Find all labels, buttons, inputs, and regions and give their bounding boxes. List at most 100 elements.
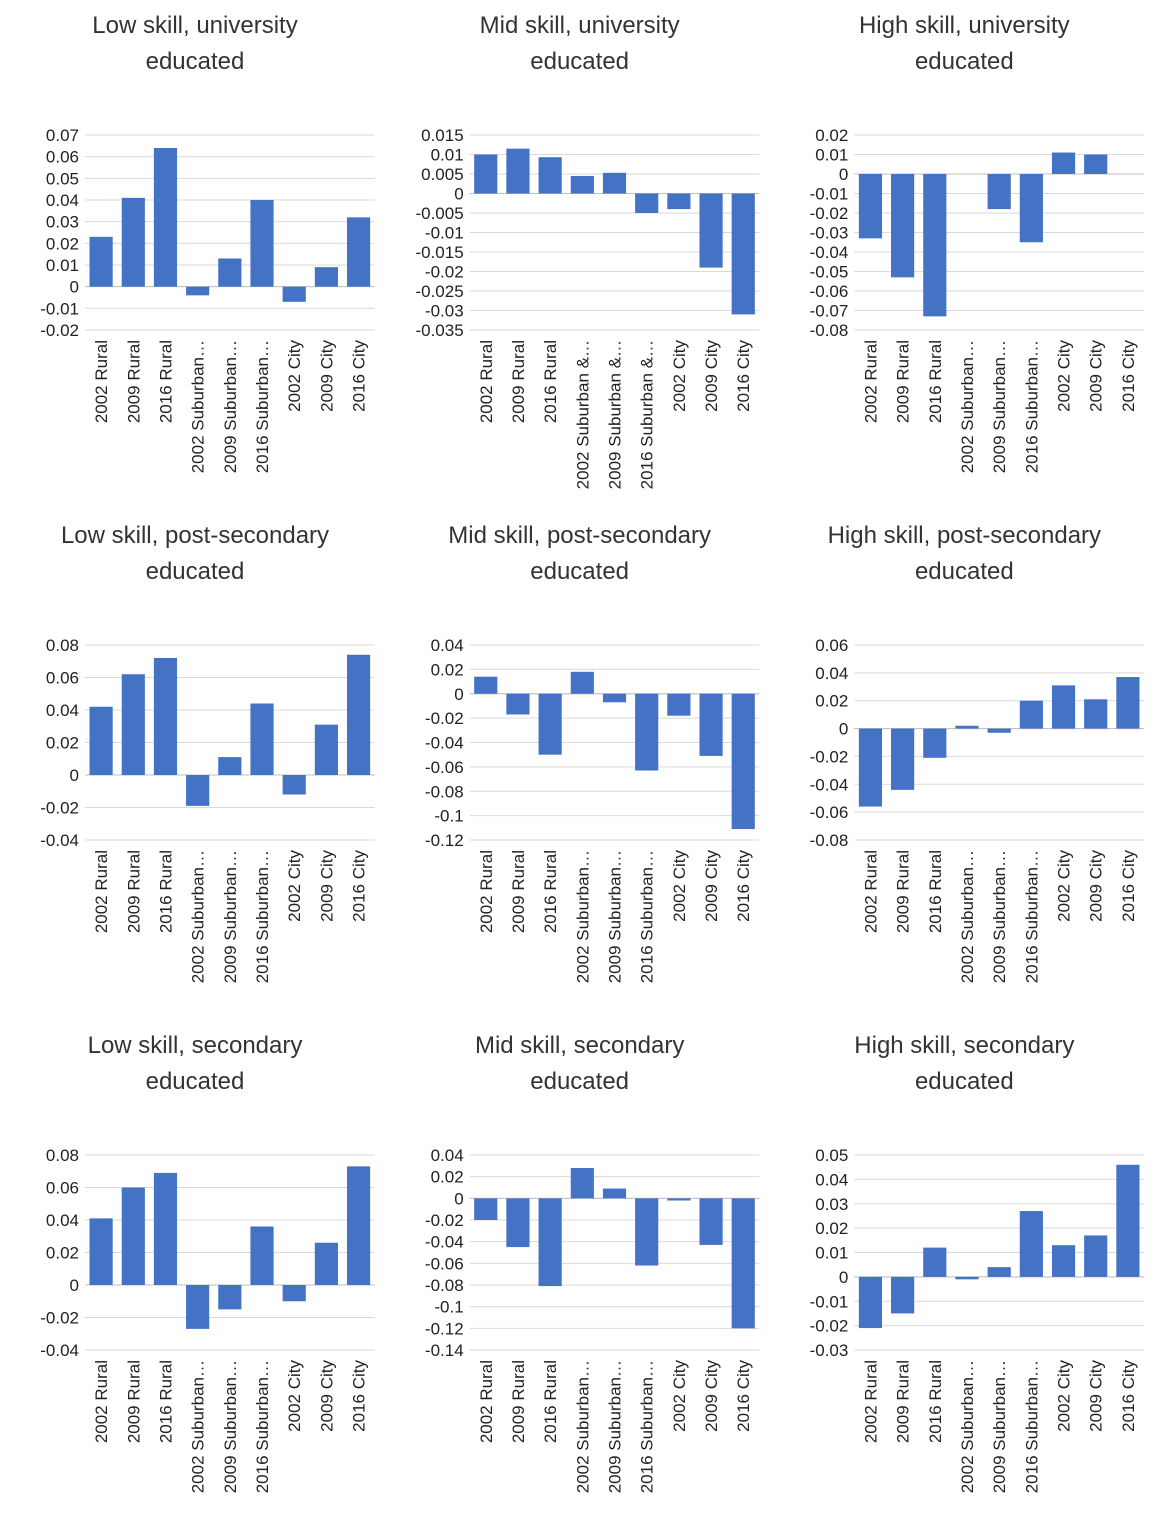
bar — [1019, 700, 1043, 729]
x-tick-label: 2002 City — [1055, 340, 1074, 412]
x-tick-label: 2009 Suburban &… — [606, 340, 625, 489]
y-tick-label: -0.03 — [425, 302, 464, 321]
bar — [987, 728, 1011, 733]
x-tick-label: 2009 City — [317, 850, 336, 922]
x-tick-label: 2016 Rural — [156, 340, 175, 423]
bar — [506, 1198, 530, 1248]
x-tick-label: 2002 Suburban… — [189, 850, 208, 983]
x-tick-label: 2002 Suburban… — [958, 340, 977, 473]
y-tick-label: -0.04 — [810, 775, 849, 794]
bar — [635, 1198, 659, 1266]
x-tick-label: 2009 City — [702, 1360, 721, 1432]
y-tick-label: 0 — [839, 720, 848, 739]
chart-title: Low skill, secondary educated — [87, 1032, 303, 1095]
bar — [474, 676, 498, 694]
x-tick-label: 2009 Suburban… — [606, 1360, 625, 1493]
y-tick-label: -0.02 — [425, 1211, 464, 1230]
x-tick-label: 2002 Rural — [92, 850, 111, 933]
y-tick-label: 0.04 — [431, 1146, 464, 1165]
bar — [250, 200, 274, 287]
bar — [89, 1218, 113, 1285]
bar — [89, 236, 113, 287]
y-tick-label: -0.08 — [810, 321, 849, 340]
x-tick-label: 2002 City — [285, 1360, 304, 1432]
y-tick-label: 0 — [839, 1268, 848, 1287]
bar — [923, 1247, 947, 1277]
y-tick-label: 0.01 — [431, 146, 464, 165]
chart-title: High skill, university educated — [858, 12, 1070, 75]
y-tick-label: -0.02 — [810, 204, 849, 223]
bar — [858, 174, 883, 239]
x-tick-label: 2002 Rural — [477, 1360, 496, 1443]
x-tick-label: 2002 Rural — [477, 850, 496, 933]
x-tick-label: 2016 Suburban… — [1022, 1360, 1041, 1493]
x-tick-label: 2016 Rural — [541, 850, 560, 933]
y-tick-label: -0.005 — [415, 204, 463, 223]
y-tick-label: -0.04 — [40, 831, 79, 850]
bar — [282, 1285, 306, 1302]
y-tick-label: 0.02 — [46, 734, 79, 753]
bar — [250, 703, 274, 775]
x-tick-label: 2016 Suburban… — [638, 1360, 657, 1493]
y-tick-label: 0.04 — [46, 1211, 79, 1230]
bar — [506, 693, 530, 715]
y-tick-label: 0.01 — [815, 1244, 848, 1263]
x-tick-label: 2009 Rural — [894, 340, 913, 423]
y-tick-label: -0.04 — [425, 1233, 464, 1252]
y-tick-label: -0.015 — [415, 243, 463, 262]
bar — [923, 174, 947, 317]
y-tick-label: 0.01 — [46, 256, 79, 275]
bar — [699, 1198, 723, 1245]
x-tick-label: 2009 Rural — [894, 850, 913, 933]
chart-title: Mid skill, secondary educated — [474, 1032, 685, 1095]
bar — [1116, 1164, 1140, 1277]
x-tick-label: 2002 Rural — [861, 340, 880, 423]
x-tick-label: 2009 Rural — [124, 340, 143, 423]
chart-title: Low skill, university educated — [92, 12, 298, 75]
bar — [474, 1198, 498, 1220]
x-tick-label: 2016 Suburban… — [1022, 850, 1041, 983]
bar — [153, 658, 178, 775]
y-tick-label: 0.04 — [431, 636, 464, 655]
x-tick-label: 2009 City — [317, 1360, 336, 1432]
y-tick-label: -0.02 — [810, 747, 849, 766]
bar — [474, 154, 498, 194]
x-tick-label: 2009 Rural — [509, 1360, 528, 1443]
y-tick-label: 0 — [70, 278, 79, 297]
bar — [186, 1285, 210, 1329]
y-tick-label: 0.015 — [421, 126, 464, 145]
x-tick-label: 2002 Suburban… — [189, 1360, 208, 1493]
x-tick-label: 2002 Suburban… — [189, 340, 208, 473]
x-tick-label: 2009 City — [702, 850, 721, 922]
x-tick-label: 2002 City — [1055, 1360, 1074, 1432]
y-tick-label: 0.06 — [46, 148, 79, 167]
bar — [731, 193, 755, 315]
y-tick-label: -0.08 — [810, 831, 849, 850]
x-tick-label: 2016 City — [734, 1360, 753, 1432]
y-tick-label: 0 — [70, 1276, 79, 1295]
bar — [987, 174, 1011, 210]
x-tick-label: 2016 City — [734, 340, 753, 412]
x-tick-label: 2009 Suburban… — [221, 850, 240, 983]
bar — [153, 1172, 178, 1285]
bar — [282, 775, 306, 795]
x-tick-label: 2002 City — [1055, 850, 1074, 922]
y-tick-label: 0.04 — [815, 1170, 848, 1189]
x-tick-label: 2009 Suburban… — [221, 1360, 240, 1493]
y-tick-label: -0.02 — [40, 1309, 79, 1328]
chart-title: Mid skill, post-secondary educated — [448, 522, 712, 585]
bar — [635, 693, 659, 771]
y-tick-label: 0.04 — [815, 664, 848, 683]
bar — [667, 193, 691, 210]
x-tick-label: 2016 City — [1119, 850, 1138, 922]
bar — [923, 728, 947, 758]
x-tick-label: 2002 Rural — [861, 1360, 880, 1443]
x-tick-label: 2016 City — [350, 340, 369, 412]
y-tick-label: -0.035 — [415, 321, 463, 340]
y-tick-label: -0.02 — [425, 263, 464, 282]
bar — [1084, 154, 1108, 174]
x-tick-label: 2016 Rural — [541, 340, 560, 423]
x-tick-label: 2002 Rural — [92, 340, 111, 423]
y-tick-label: -0.04 — [425, 734, 464, 753]
